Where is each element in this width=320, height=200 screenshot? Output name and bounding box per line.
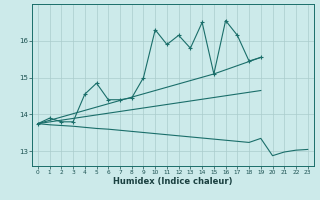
X-axis label: Humidex (Indice chaleur): Humidex (Indice chaleur) <box>113 177 233 186</box>
